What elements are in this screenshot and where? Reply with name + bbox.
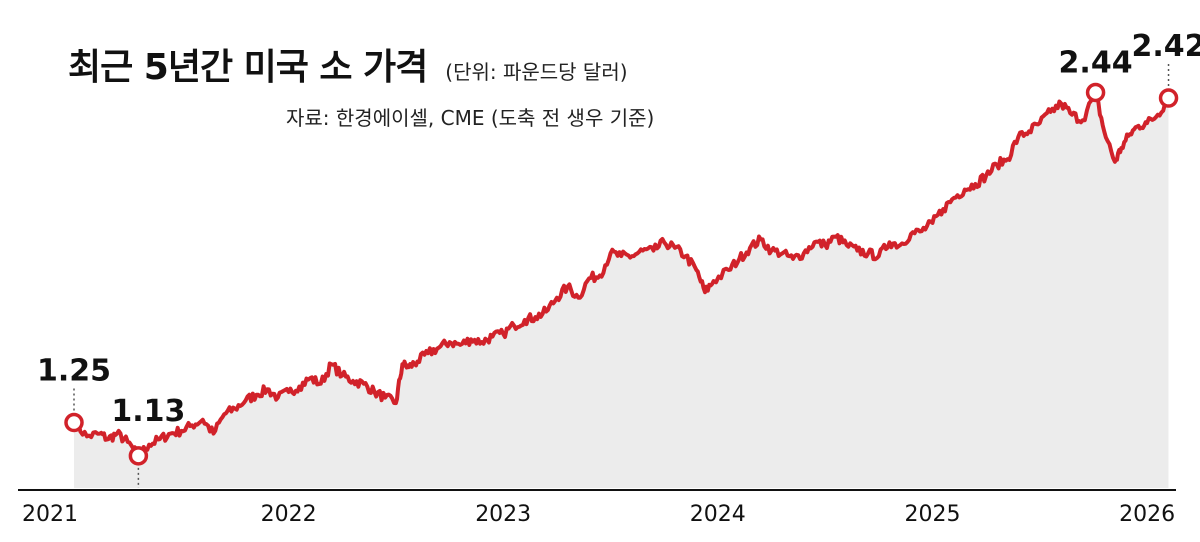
series-line: [72, 90, 1171, 458]
x-tick-label: 2025: [905, 502, 961, 527]
data-label: 2.44: [1059, 46, 1133, 81]
area-layer: [74, 92, 1169, 488]
chart-title: 최근 5년간 미국 소 가격: [68, 47, 428, 88]
data-label: 1.13: [111, 394, 185, 429]
x-tick-label: 2021: [22, 502, 78, 527]
chart-header: 최근 5년간 미국 소 가격 (단위: 파운드당 달러): [68, 38, 628, 90]
unit-label: (단위: 파운드당 달러): [445, 60, 628, 84]
marker-point: [1158, 88, 1179, 108]
x-tick-label: 2026: [1119, 502, 1175, 527]
marker-point: [64, 412, 84, 433]
x-tick-label: 2023: [475, 502, 531, 527]
data-label: 1.25: [37, 354, 111, 389]
area-fill: [74, 92, 1169, 488]
marker-point: [128, 446, 149, 466]
x-axis-ticks: 2021 2022 2023 2024 2025 2026: [22, 502, 1175, 527]
series-layer: [72, 90, 1171, 458]
x-tick-label: 2022: [261, 502, 317, 527]
x-tick-label: 2024: [690, 502, 746, 527]
data-label: 2.42: [1132, 29, 1200, 64]
annotation-layer: 1.251.13 2.442.42: [37, 29, 1200, 488]
marker-point: [1085, 82, 1106, 103]
source-note: 자료: 한경에이셀, CME (도축 전 생우 기준): [286, 106, 655, 130]
